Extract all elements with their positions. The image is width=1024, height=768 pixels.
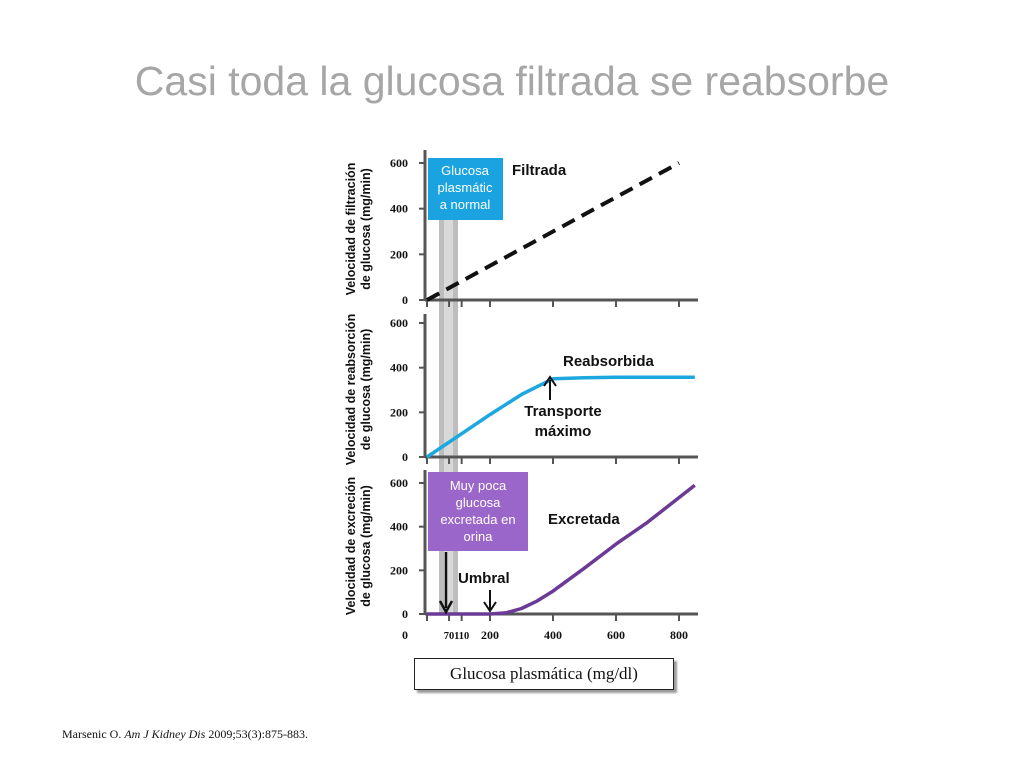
normal-glucose-box-text: a normal <box>440 197 491 212</box>
normal-glucose-arrowhead <box>438 600 454 615</box>
low-excretion-box-text: glucosa <box>456 495 502 510</box>
panel-3-y-label: Velocidad de excreción <box>344 477 358 615</box>
series-line-excretada <box>427 483 696 616</box>
y-tick-label: 0 <box>402 293 408 307</box>
normal-glucose-band-highlight <box>444 212 453 614</box>
x-tick-label: 800 <box>670 628 688 642</box>
y-tick-label: 600 <box>390 316 408 330</box>
series-label-reabsorbida: Reabsorbida <box>563 353 655 370</box>
x-tick-label: 200 <box>481 628 499 642</box>
x-tick-label: 0 <box>402 628 408 642</box>
citation-journal: Am J Kidney Dis <box>124 727 206 741</box>
series-label-filtrada: Filtrada <box>512 162 567 179</box>
low-excretion-box-text: orina <box>464 529 494 544</box>
x-tick-label: 70 <box>444 631 455 642</box>
y-tick-label: 200 <box>390 405 408 419</box>
panel-2-y-label: Velocidad de reabsorción <box>344 314 358 465</box>
citation-reference: 2009;53(3):875-883. <box>208 727 308 741</box>
y-tick-label: 400 <box>390 520 408 534</box>
x-tick-label: 600 <box>607 628 625 642</box>
citation-author: Marsenic O. <box>62 727 122 741</box>
panel-2-y-label: de glucosa (mg/min) <box>359 329 373 451</box>
citation: Marsenic O. Am J Kidney Dis 2009;53(3):8… <box>62 727 308 742</box>
slide-title: Casi toda la glucosa filtrada se reabsor… <box>134 58 890 104</box>
umbral-arrowhead <box>483 601 497 613</box>
annotation-transporte: Transporte <box>524 403 602 420</box>
x-axis-label: Glucosa plasmática (mg/dl) <box>414 658 674 690</box>
normal-glucose-box <box>428 158 503 220</box>
y-tick-label: 600 <box>390 156 408 170</box>
y-tick-label: 200 <box>390 247 408 261</box>
panel-1-y-label: Velocidad de filtración <box>344 163 358 296</box>
annotation-maximo: máximo <box>535 423 592 440</box>
y-tick-label: 0 <box>402 450 408 464</box>
panel-1-y-label: de glucosa (mg/min) <box>359 168 373 290</box>
y-tick-label: 0 <box>402 607 408 621</box>
low-excretion-box <box>428 472 528 551</box>
y-tick-label: 400 <box>390 202 408 216</box>
y-tick-label: 400 <box>390 361 408 375</box>
normal-glucose-box-text: Glucosa <box>441 163 489 178</box>
annotation-umbral: Umbral <box>458 570 510 587</box>
panel-3-y-label: de glucosa (mg/min) <box>359 485 373 607</box>
y-tick-label: 200 <box>390 563 408 577</box>
x-tick-label: 110 <box>454 631 469 642</box>
transporte-maximo-arrowhead <box>543 375 557 387</box>
x-tick-label: 400 <box>544 628 562 642</box>
normal-glucose-box-text: plasmátic <box>438 180 493 195</box>
series-line-filtrada <box>426 161 680 302</box>
y-tick-label: 600 <box>390 476 408 490</box>
series-label-excretada: Excretada <box>548 511 620 528</box>
low-excretion-box-text: Muy poca <box>450 478 507 493</box>
low-excretion-box-text: excretada en <box>440 512 515 527</box>
